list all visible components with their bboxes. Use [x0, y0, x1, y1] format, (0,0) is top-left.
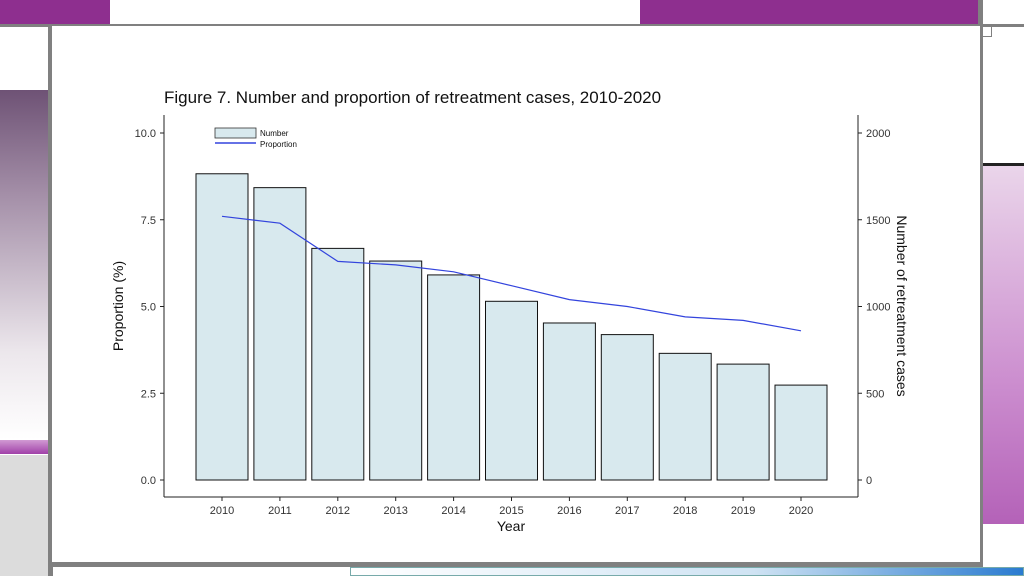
- left-tick-label: 0.0: [141, 475, 156, 487]
- legend: Number Proportion: [214, 127, 297, 149]
- x-tick-label: 2019: [731, 505, 755, 517]
- right-axis-title: Number of retreatment cases: [894, 215, 910, 396]
- right-y-ticks: 0 500 1000 1500 2000: [858, 128, 890, 487]
- legend-number-label: Number: [260, 129, 289, 138]
- right-tick-label: 2000: [866, 128, 890, 140]
- left-tick-label: 2.5: [141, 388, 156, 400]
- left-gradient-panel: [0, 90, 48, 440]
- right-tick-label: 1000: [866, 302, 890, 314]
- bar-2012: [311, 247, 365, 481]
- bar-2018: [658, 352, 712, 481]
- x-tick-label: 2012: [326, 505, 350, 517]
- left-tick-label: 10.0: [135, 128, 156, 140]
- proportion-line: [221, 215, 802, 332]
- legend-proportion-label: Proportion: [260, 140, 297, 149]
- left-gray-panel: [0, 455, 48, 576]
- bar-2010: [195, 173, 249, 481]
- x-tick-label: 2016: [557, 505, 581, 517]
- x-tick-label: 2015: [499, 505, 523, 517]
- left-tick-label: 7.5: [141, 215, 156, 227]
- bar-series: [195, 173, 828, 481]
- bar-2017: [600, 334, 654, 481]
- right-vertical-rule: [978, 0, 983, 576]
- right-tick-label: 1500: [866, 215, 890, 227]
- left-y-ticks: 0.0 2.5 5.0 7.5 10.0: [135, 128, 164, 487]
- bar-2016: [542, 322, 596, 481]
- x-tick-label: 2014: [441, 505, 465, 517]
- left-purple-stripe: [0, 440, 48, 454]
- x-tick-label: 2011: [268, 505, 292, 517]
- legend-number-swatch: [214, 127, 257, 139]
- chart-title: Figure 7. Number and proportion of retre…: [164, 88, 662, 107]
- x-tick-label: 2013: [383, 505, 407, 517]
- bar-2014: [427, 274, 481, 481]
- x-tick-label: 2018: [673, 505, 697, 517]
- left-axis-title: Proportion (%): [110, 261, 126, 351]
- x-tick-label: 2017: [615, 505, 639, 517]
- bottom-divider: [53, 562, 978, 567]
- bar-2020: [774, 384, 828, 481]
- x-axis-title: Year: [497, 518, 526, 534]
- bar-2015: [485, 300, 538, 481]
- right-tick-label: 0: [866, 475, 872, 487]
- x-tick-label: 2020: [789, 505, 813, 517]
- bar-2019: [716, 363, 770, 481]
- bar-2011: [253, 187, 307, 481]
- top-left-accent-bar: [0, 0, 110, 24]
- top-divider: [0, 24, 1024, 27]
- x-ticks: 2010 2011 2012 2013 2014 2015 2016 2017 2018 2019…: [210, 497, 813, 517]
- right-gradient-panel: [983, 166, 1024, 524]
- right-tick-label: 500: [866, 388, 884, 400]
- top-right-accent-bar: [640, 0, 978, 24]
- left-vertical-rule: [48, 24, 53, 576]
- left-tick-label: 5.0: [141, 302, 156, 314]
- x-tick-label: 2010: [210, 505, 234, 517]
- right-dark-line: [983, 163, 1024, 166]
- bar-2013: [369, 260, 423, 481]
